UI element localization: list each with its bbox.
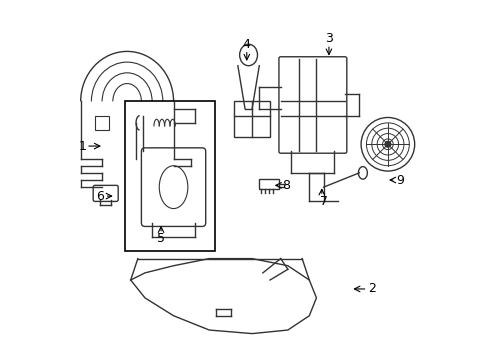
Text: 1: 1 — [78, 140, 86, 153]
Bar — [234, 102, 270, 137]
Text: 6: 6 — [97, 190, 104, 203]
Text: 7: 7 — [319, 195, 328, 208]
Bar — [125, 102, 215, 251]
Text: 5: 5 — [157, 233, 165, 246]
Text: 2: 2 — [368, 283, 376, 296]
Text: 9: 9 — [396, 174, 404, 186]
Text: 4: 4 — [243, 38, 251, 51]
Bar — [259, 179, 279, 189]
Text: 8: 8 — [282, 179, 290, 192]
Bar — [95, 116, 109, 130]
Text: 3: 3 — [325, 32, 333, 45]
Circle shape — [385, 141, 391, 147]
